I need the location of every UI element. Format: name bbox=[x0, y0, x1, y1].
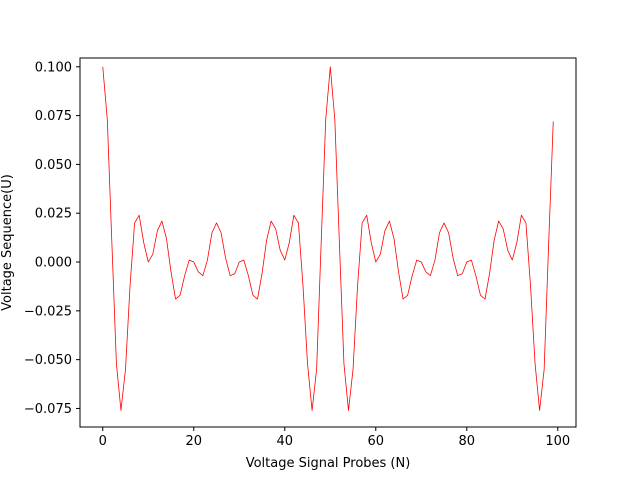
plot-area bbox=[80, 58, 576, 427]
y-tick-label: −0.025 bbox=[24, 304, 72, 319]
y-tick-label: 0.000 bbox=[35, 256, 72, 271]
plot-frame bbox=[79, 57, 577, 428]
x-tick-label: 0 bbox=[99, 434, 107, 449]
y-tick-label: −0.075 bbox=[24, 402, 72, 417]
x-axis-ticks: 0 20 40 60 80 100 bbox=[99, 427, 570, 449]
series-line bbox=[102, 66, 554, 411]
y-tick-label: 0.100 bbox=[35, 60, 72, 75]
series-layer bbox=[102, 66, 554, 411]
y-axis-ticks: −0.075 −0.050 −0.025 0.000 0.025 0.050 0.075 0.… bbox=[24, 60, 80, 417]
x-tick-label: 100 bbox=[545, 434, 570, 449]
x-tick-label: 60 bbox=[368, 434, 385, 449]
x-tick-label: 20 bbox=[185, 434, 202, 449]
y-tick-label: 0.025 bbox=[35, 207, 72, 222]
y-tick-label: 0.075 bbox=[35, 109, 72, 124]
x-tick-label: 40 bbox=[276, 434, 293, 449]
y-tick-label: 0.050 bbox=[35, 158, 72, 173]
y-tick-label: −0.050 bbox=[24, 353, 72, 368]
x-axis-label: Voltage Signal Probes (N) bbox=[246, 456, 411, 471]
y-axis-label: Voltage Sequence(U) bbox=[0, 174, 15, 311]
x-tick-label: 80 bbox=[459, 434, 476, 449]
